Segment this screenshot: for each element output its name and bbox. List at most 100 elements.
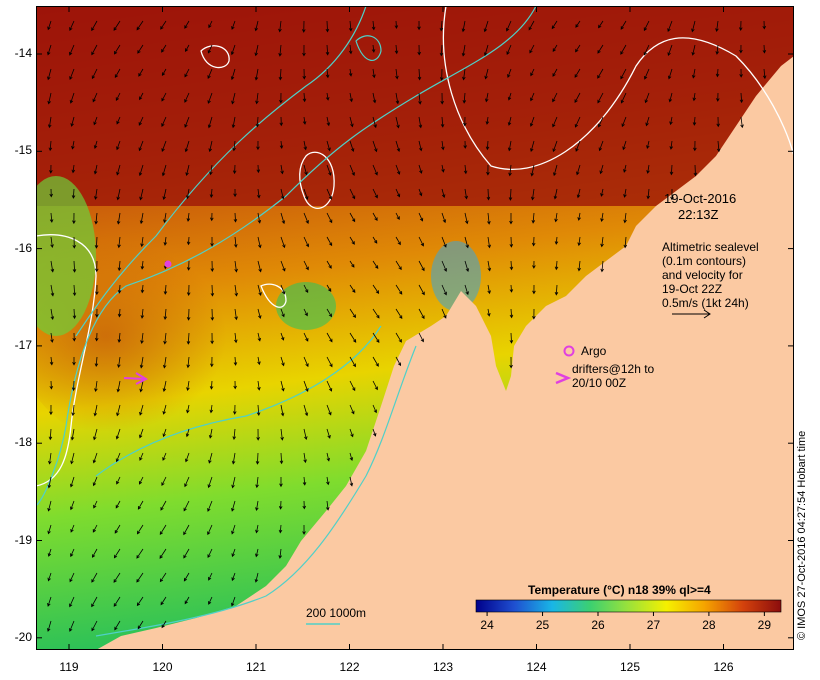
velocity-arrow — [716, 116, 720, 128]
velocity-arrow — [395, 116, 400, 129]
velocity-arrow — [487, 236, 491, 249]
velocity-arrow — [163, 212, 167, 224]
velocity-arrow — [552, 44, 558, 53]
velocity-arrow — [303, 260, 309, 271]
velocity-arrow — [116, 164, 121, 176]
velocity-arrow — [139, 92, 144, 101]
western-warm-patch — [36, 216, 316, 456]
velocity-arrow — [441, 164, 445, 173]
velocity-arrow — [136, 548, 144, 559]
velocity-arrow — [115, 92, 121, 102]
info-line: (0.1m contours) — [662, 254, 746, 268]
velocity-arrow — [326, 452, 331, 462]
velocity-arrow — [186, 212, 191, 222]
velocity-arrow — [395, 212, 400, 221]
velocity-arrow — [47, 92, 52, 105]
velocity-arrow — [621, 116, 627, 128]
velocity-arrow — [302, 524, 306, 535]
velocity-arrow — [280, 164, 284, 175]
velocity-field — [46, 20, 767, 632]
velocity-arrow — [69, 476, 75, 488]
velocity-arrow — [715, 20, 719, 32]
velocity-arrow — [186, 236, 191, 246]
velocity-arrow — [72, 236, 77, 249]
velocity-arrow — [255, 524, 259, 534]
velocity-arrow — [716, 140, 721, 153]
sealevel-contour — [442, 6, 794, 170]
velocity-arrow — [231, 548, 236, 558]
velocity-arrow — [94, 332, 99, 342]
velocity-arrow — [49, 164, 53, 174]
velocity-arrow — [93, 164, 98, 175]
velocity-arrow — [49, 212, 54, 223]
velocity-arrow — [116, 188, 121, 201]
velocity-arrow — [464, 212, 469, 225]
velocity-arrow — [47, 476, 52, 489]
lon-tick-label: 119 — [59, 660, 79, 674]
velocity-arrow — [372, 164, 378, 176]
velocity-arrow — [162, 356, 167, 369]
velocity-arrow — [483, 44, 489, 57]
velocity-arrow — [692, 92, 697, 102]
velocity-arrow — [280, 332, 285, 341]
velocity-arrow — [49, 380, 54, 390]
colorbar-tick-label: 27 — [647, 618, 661, 632]
info-line: Altimetric sealevel — [662, 240, 759, 254]
velocity-arrow — [255, 92, 259, 105]
velocity-arrow — [48, 452, 52, 465]
velocity-arrow — [209, 380, 214, 390]
velocity-arrow — [646, 140, 650, 150]
velocity-arrow — [530, 164, 535, 177]
argo-float-marker — [164, 260, 172, 268]
velocity-arrow — [762, 68, 767, 80]
velocity-arrow — [667, 20, 673, 33]
velocity-arrow — [643, 44, 650, 56]
velocity-arrow — [574, 116, 581, 128]
velocity-arrow — [48, 140, 53, 152]
velocity-arrow — [417, 68, 422, 81]
velocity-arrow — [715, 44, 719, 55]
velocity-arrow — [137, 500, 144, 510]
velocity-arrow — [72, 212, 76, 225]
velocity-arrow — [575, 20, 581, 28]
velocity-arrow — [208, 140, 213, 153]
velocity-arrow — [257, 236, 262, 249]
velocity-arrow — [441, 188, 446, 199]
velocity-arrow — [254, 572, 259, 583]
velocity-arrow — [762, 20, 767, 30]
velocity-arrow — [326, 332, 333, 343]
velocity-arrow — [69, 20, 75, 31]
velocity-arrow — [349, 476, 354, 487]
lon-tick-label: 126 — [713, 660, 734, 674]
lat-tick-label: -17 — [14, 337, 32, 352]
velocity-arrow — [622, 140, 627, 151]
velocity-arrow — [623, 212, 627, 224]
image-date: 19-Oct-2016 — [664, 191, 736, 206]
velocity-arrow — [668, 92, 673, 103]
velocity-arrow — [325, 44, 330, 56]
velocity-arrow — [418, 92, 422, 105]
velocity-arrow — [116, 212, 121, 225]
velocity-arrow — [461, 20, 466, 33]
velocity-arrow — [70, 548, 75, 558]
velocity-arrow — [232, 164, 237, 175]
velocity-arrow — [441, 212, 447, 224]
velocity-arrow — [739, 92, 744, 104]
velocity-arrow — [47, 116, 52, 129]
velocity-arrow — [47, 44, 52, 56]
velocity-arrow — [303, 452, 307, 464]
velocity-arrow — [464, 260, 470, 273]
velocity-arrow — [372, 92, 377, 104]
velocity-arrow — [348, 68, 353, 77]
velocity-arrow — [210, 236, 214, 247]
velocity-arrow — [372, 308, 380, 319]
velocity-arrow — [280, 428, 284, 441]
velocity-arrow — [231, 596, 236, 607]
velocity-arrow — [71, 380, 76, 392]
velocity-arrow — [256, 188, 261, 199]
velocity-arrow — [257, 356, 261, 366]
velocity-arrow — [70, 452, 75, 465]
velocity-arrow — [303, 356, 309, 368]
velocity-arrow — [464, 236, 469, 249]
velocity-arrow — [230, 68, 236, 81]
